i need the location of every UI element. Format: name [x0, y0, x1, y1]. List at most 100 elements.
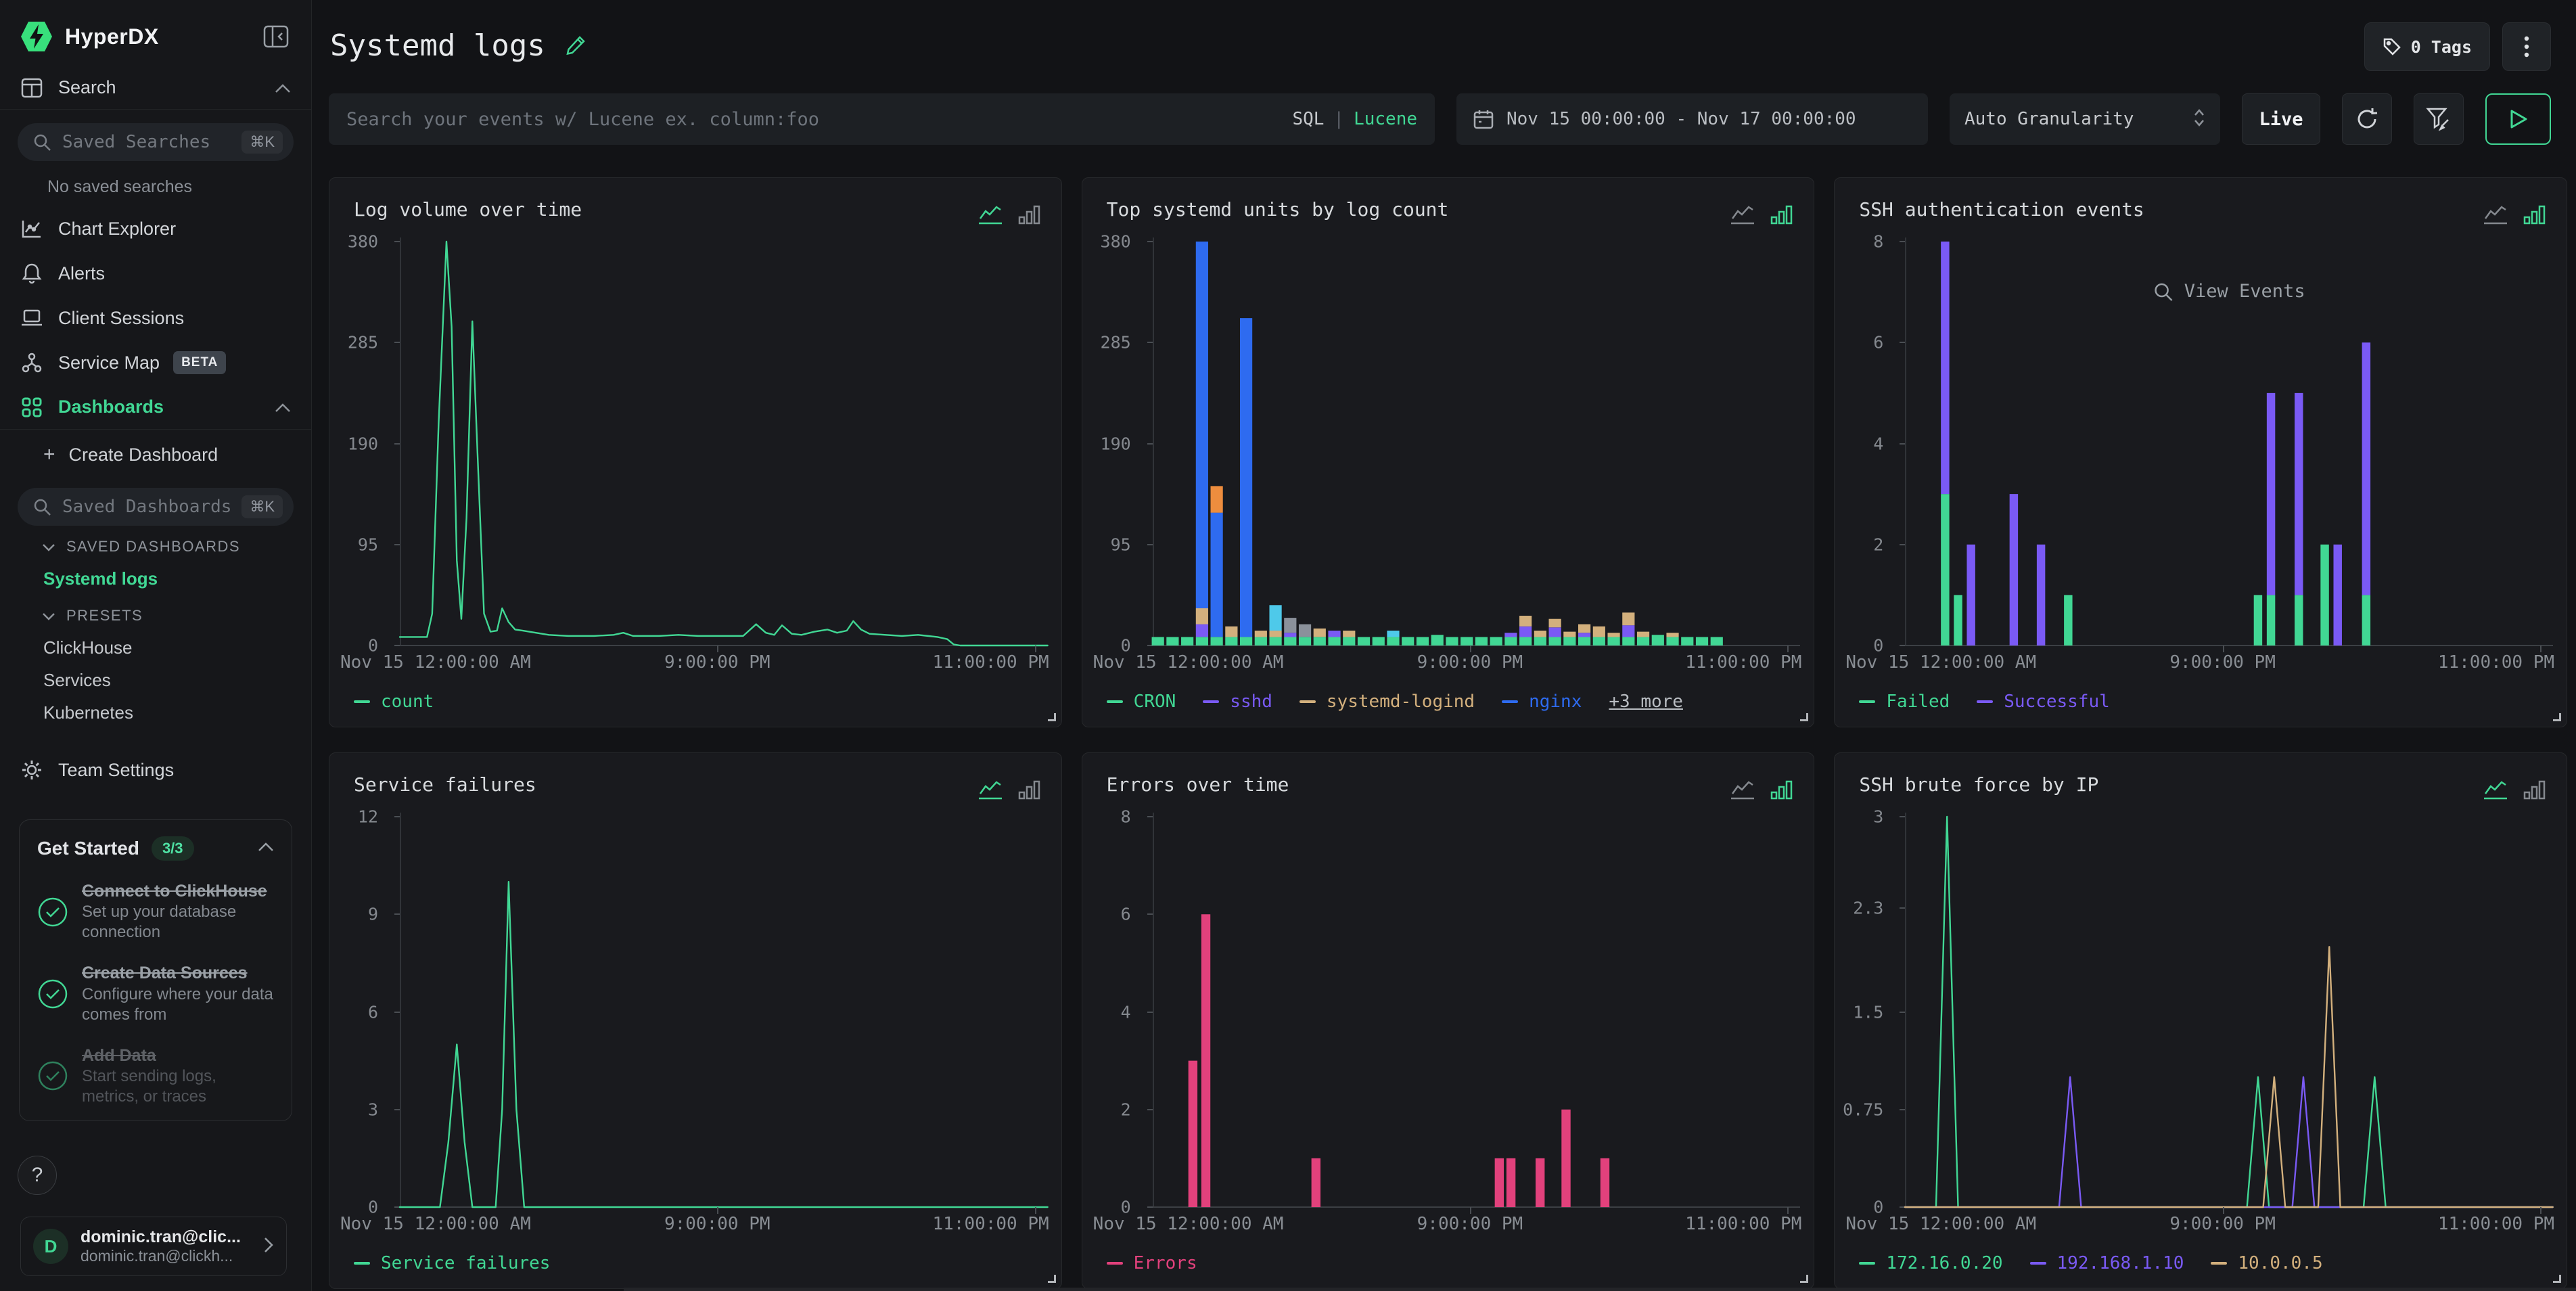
- y-axis-tick-mark: [1900, 907, 1906, 909]
- sidebar-item-service-map[interactable]: Service Map BETA: [0, 340, 311, 385]
- line-view-toggle-icon[interactable]: [1730, 204, 1755, 228]
- y-axis-tick-label: 285: [1100, 332, 1131, 353]
- date-range-picker[interactable]: Nov 15 00:00:00 - Nov 17 00:00:00: [1456, 93, 1928, 145]
- live-button[interactable]: Live: [2242, 93, 2320, 145]
- y-axis-tick-label: 2.3: [1853, 898, 1884, 918]
- get-started-header[interactable]: Get Started 3/3: [37, 836, 274, 861]
- view-events-link[interactable]: View Events: [2153, 281, 2305, 302]
- chart-canvas[interactable]: [400, 817, 1048, 1207]
- granularity-value: Auto Granularity: [1964, 109, 2134, 129]
- granularity-select[interactable]: Auto Granularity: [1950, 93, 2220, 145]
- x-axis-label: 11:00:00 PM: [2437, 1214, 2555, 1234]
- sidebar-item-label: Client Sessions: [58, 307, 185, 328]
- chart-canvas[interactable]: [1905, 242, 2553, 646]
- dashboard-link-systemd-logs[interactable]: Systemd logs: [43, 568, 158, 589]
- chevron-up-icon[interactable]: [275, 397, 291, 417]
- bar-view-toggle-icon[interactable]: [1018, 779, 1041, 803]
- y-axis-tick-label: 2: [1873, 535, 1884, 555]
- brand-name: HyperDX: [65, 24, 159, 49]
- chart-canvas[interactable]: [1153, 817, 1801, 1207]
- search-section-icon: [20, 76, 43, 99]
- chart-title: SSH authentication events: [1859, 198, 2144, 221]
- preset-link-clickhouse[interactable]: ClickHouse: [43, 637, 133, 658]
- sidebar-item-chart-explorer[interactable]: Chart Explorer: [0, 206, 311, 251]
- sidebar-item-alerts[interactable]: Alerts: [0, 251, 311, 296]
- get-started-step-sources[interactable]: Create Data Sources Configure where your …: [37, 963, 274, 1024]
- panel-resize-handle[interactable]: [2553, 713, 2562, 721]
- y-axis-tick-label: 0: [1120, 1197, 1131, 1217]
- chart-canvas[interactable]: [400, 242, 1048, 646]
- run-query-button[interactable]: [2485, 93, 2551, 145]
- sidebar-item-client-sessions[interactable]: Client Sessions: [0, 296, 311, 340]
- chevron-up-icon[interactable]: [258, 842, 274, 855]
- line-view-toggle-icon[interactable]: [1730, 779, 1755, 803]
- get-started-step-connect[interactable]: Connect to ClickHouse Set up your databas…: [37, 881, 274, 943]
- y-axis-tick-label: 6: [1120, 904, 1131, 924]
- panel-resize-handle[interactable]: [1800, 713, 1809, 721]
- bar-view-toggle-icon[interactable]: [1770, 779, 1793, 803]
- legend-label: nginx: [1529, 692, 1582, 712]
- sidebar-collapse-icon[interactable]: [261, 23, 291, 50]
- step-subtitle: Set up your database connection: [82, 903, 237, 942]
- chevron-up-icon[interactable]: [275, 77, 291, 98]
- legend-dash: [354, 700, 370, 703]
- tag-icon: [2383, 38, 2401, 55]
- help-button[interactable]: ?: [18, 1156, 57, 1195]
- sidebar-item-dashboards[interactable]: Dashboards: [0, 385, 311, 430]
- laptop-icon: [20, 307, 43, 330]
- saved-searches-input[interactable]: Saved Searches ⌘K: [18, 123, 294, 161]
- more-options-button[interactable]: [2502, 22, 2551, 71]
- sidebar-item-search[interactable]: Search: [0, 66, 311, 110]
- preset-link-kubernetes[interactable]: Kubernetes: [43, 702, 133, 723]
- edit-title-icon[interactable]: [563, 32, 590, 60]
- bar-view-toggle-icon[interactable]: [2523, 779, 2546, 803]
- bar-view-toggle-icon[interactable]: [2523, 204, 2546, 228]
- section-label: SAVED DASHBOARDS: [66, 538, 241, 555]
- preset-link-services[interactable]: Services: [43, 669, 111, 690]
- panel-resize-handle[interactable]: [1047, 1275, 1056, 1283]
- create-dashboard-button[interactable]: + Create Dashboard: [0, 435, 311, 474]
- sidebar-item-label: Service Map: [58, 352, 160, 373]
- refresh-button[interactable]: [2342, 93, 2392, 145]
- search-icon: [32, 497, 51, 516]
- line-view-toggle-icon[interactable]: [978, 204, 1003, 228]
- legend-dash: [2029, 1262, 2046, 1265]
- chart-canvas[interactable]: [1151, 242, 1801, 646]
- sidebar-item-label: Team Settings: [58, 759, 175, 780]
- bar-view-toggle-icon[interactable]: [1018, 204, 1041, 228]
- view-events-label: View Events: [2184, 281, 2305, 302]
- panel-resize-handle[interactable]: [1047, 713, 1056, 721]
- y-axis-tick-mark: [1147, 645, 1153, 646]
- panel-resize-handle[interactable]: [2553, 1275, 2562, 1283]
- horizontal-scrollbar[interactable]: [624, 1288, 2576, 1291]
- tags-button[interactable]: 0 Tags: [2364, 22, 2490, 71]
- user-menu[interactable]: D dominic.tran@clic... dominic.tran@clic…: [20, 1217, 287, 1276]
- y-axis-tick-label: 8: [1120, 807, 1131, 827]
- line-view-toggle-icon[interactable]: [2483, 204, 2508, 228]
- legend-more-link[interactable]: +3 more: [1609, 692, 1683, 712]
- step-title: Add Data: [82, 1045, 156, 1065]
- avatar: D: [33, 1229, 68, 1264]
- line-view-toggle-icon[interactable]: [2483, 779, 2508, 803]
- y-axis-tick-label: 190: [1100, 434, 1131, 453]
- legend-item: systemd-logind: [1299, 692, 1475, 712]
- step-title: Create Data Sources: [82, 964, 248, 983]
- sidebar-item-label: Alerts: [58, 263, 106, 284]
- sql-mode-toggle[interactable]: SQL: [1292, 109, 1325, 129]
- chevron-down-icon: [42, 607, 55, 625]
- event-search-input[interactable]: Search your events w/ Lucene ex. column:…: [329, 93, 1435, 145]
- panel-resize-handle[interactable]: [1800, 1275, 1809, 1283]
- x-axis-label: 9:00:00 PM: [1417, 1214, 1523, 1234]
- bar-view-toggle-icon[interactable]: [1770, 204, 1793, 228]
- lucene-mode-toggle[interactable]: Lucene: [1354, 109, 1417, 129]
- saved-dashboards-input[interactable]: Saved Dashboards ⌘K: [18, 488, 294, 526]
- line-view-toggle-icon[interactable]: [978, 779, 1003, 803]
- chart-canvas[interactable]: [1905, 817, 2553, 1207]
- filter-button[interactable]: [2414, 93, 2464, 145]
- section-saved-dashboards[interactable]: SAVED DASHBOARDS: [0, 531, 311, 562]
- section-presets[interactable]: PRESETS: [0, 600, 311, 631]
- get-started-step-add-data[interactable]: Add Data Start sending logs, metrics, or …: [37, 1045, 274, 1107]
- legend-dash: [1203, 700, 1220, 703]
- y-axis-tick-label: 0: [367, 1197, 378, 1217]
- sidebar-item-team-settings[interactable]: Team Settings: [0, 748, 311, 792]
